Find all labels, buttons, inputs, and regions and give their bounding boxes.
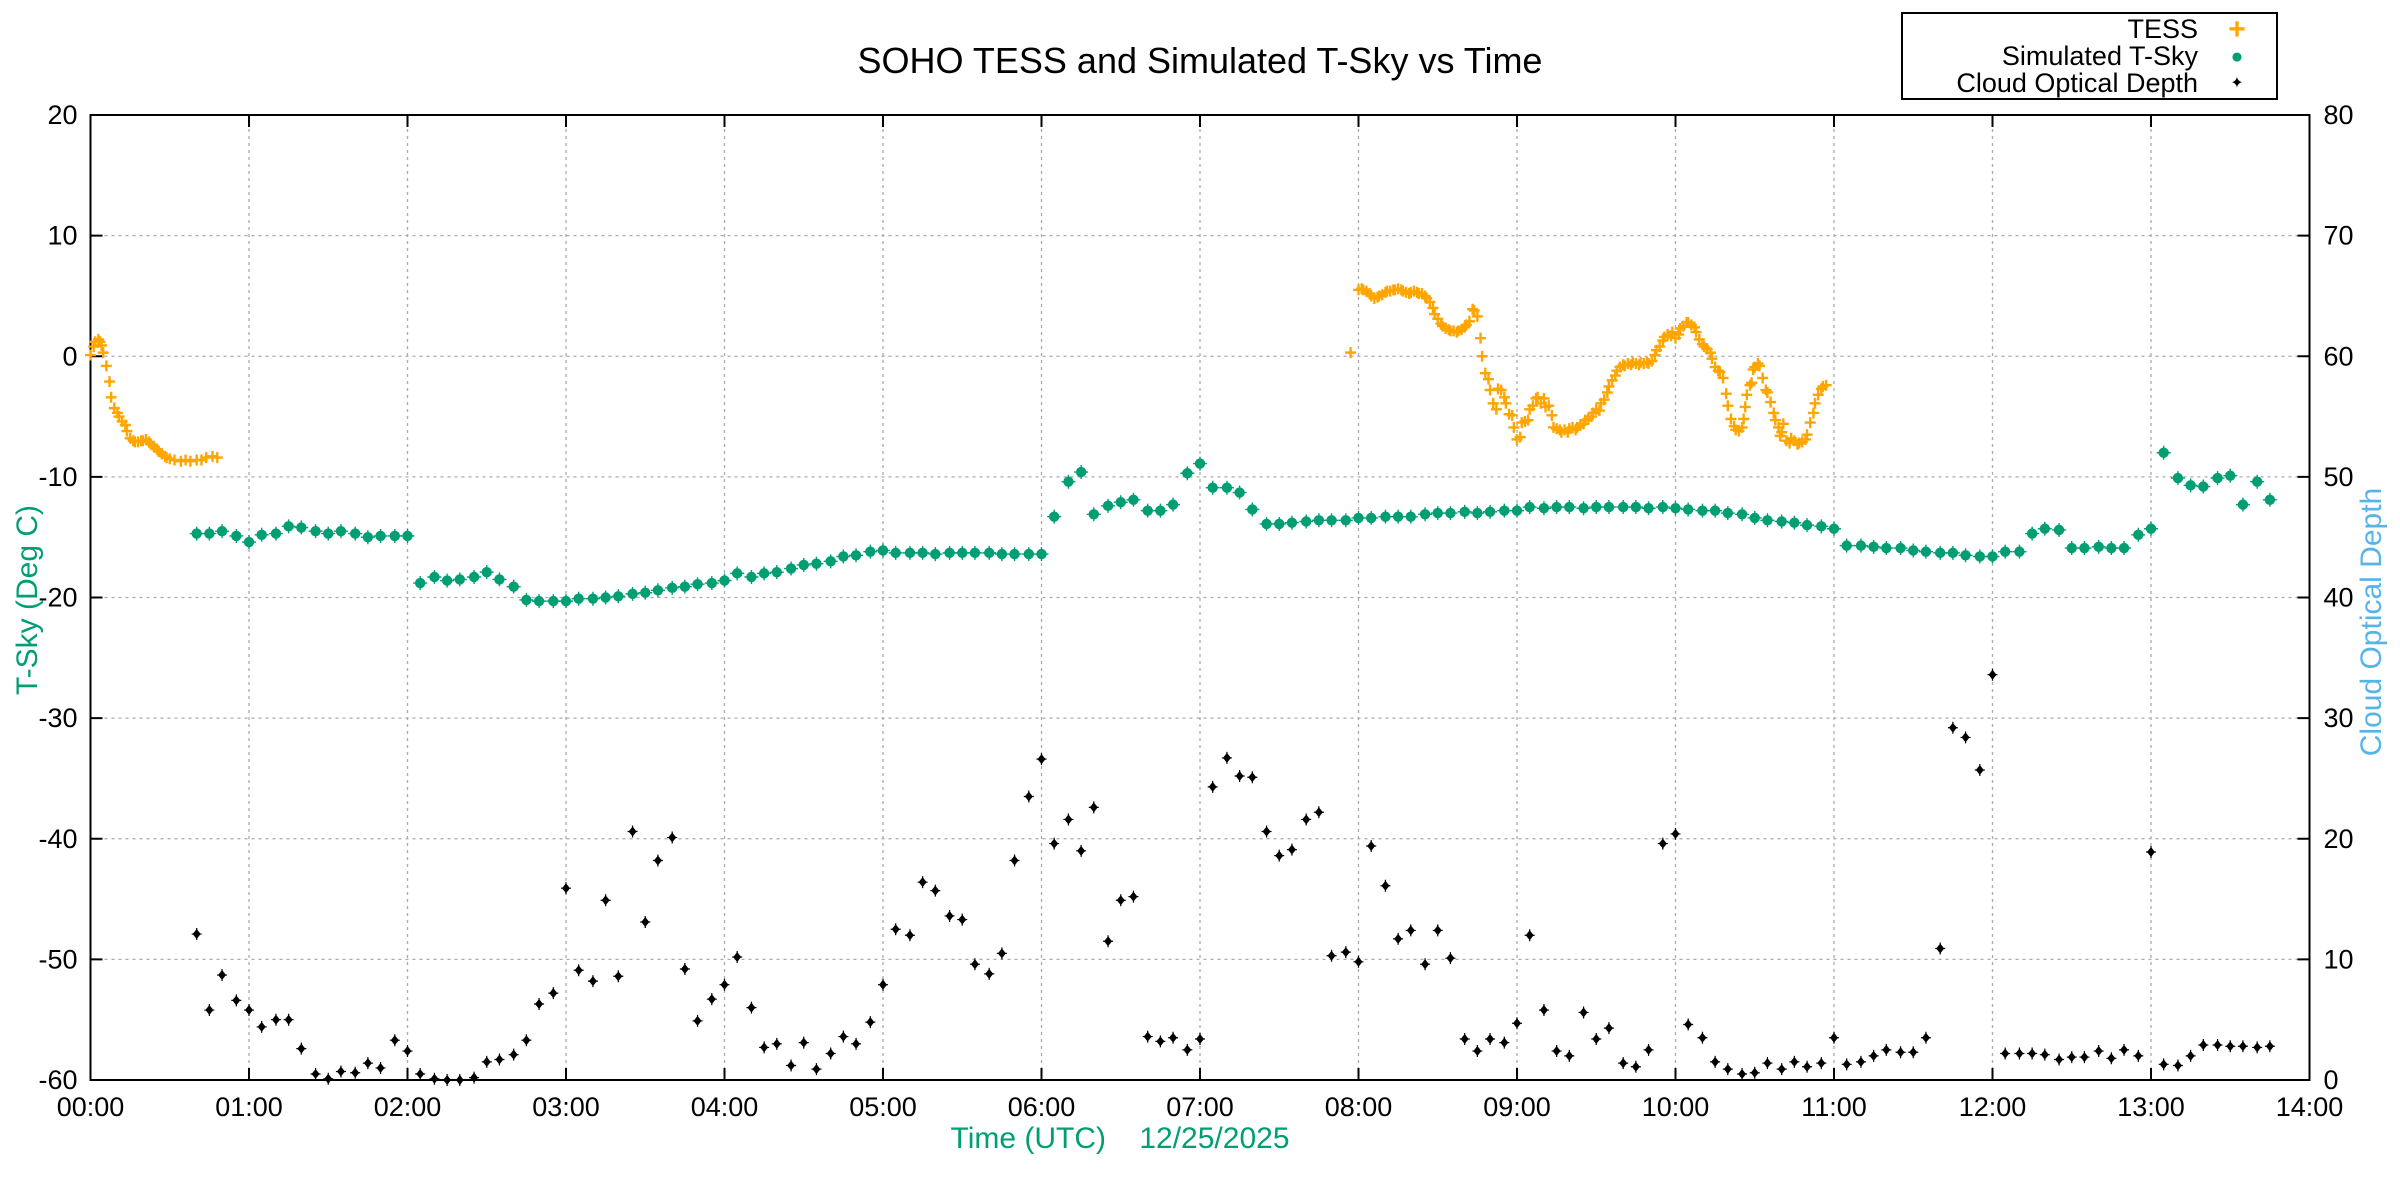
- svg-text:40: 40: [2324, 583, 2354, 613]
- svg-text:00:00: 00:00: [57, 1092, 125, 1122]
- series-tess: [85, 283, 1832, 467]
- svg-text:04:00: 04:00: [691, 1092, 759, 1122]
- svg-text:60: 60: [2324, 341, 2354, 371]
- chart-title: SOHO TESS and Simulated T-Sky vs Time: [857, 40, 1543, 81]
- svg-text:05:00: 05:00: [849, 1092, 917, 1122]
- series-cloud-optical-depth: [191, 668, 2275, 1086]
- svg-text:11:00: 11:00: [1801, 1092, 1867, 1122]
- svg-text:-30: -30: [38, 703, 77, 733]
- grid-lines: [90, 115, 2310, 1080]
- right-tick-labels: 80 70 60 50 40 30 20 10 0: [2324, 100, 2354, 1095]
- svg-text:07:00: 07:00: [1166, 1092, 1234, 1122]
- svg-text:06:00: 06:00: [1008, 1092, 1076, 1122]
- axis-ticks: [89, 114, 2311, 1081]
- svg-text:0: 0: [2324, 1065, 2339, 1095]
- svg-text:03:00: 03:00: [532, 1092, 600, 1122]
- svg-text:13:00: 13:00: [2117, 1092, 2185, 1122]
- legend-label-simulated-tsky: Simulated T-Sky: [2001, 41, 2198, 71]
- svg-text:09:00: 09:00: [1483, 1092, 1551, 1122]
- left-axis-title: T-Sky (Deg C): [11, 504, 44, 696]
- series-simulated-t-sky: [189, 445, 2277, 609]
- svg-text:08:00: 08:00: [1325, 1092, 1393, 1122]
- svg-text:10:00: 10:00: [1642, 1092, 1710, 1122]
- legend-box: TESS + Simulated T-Sky ● Cloud Optical D…: [1901, 12, 2278, 100]
- svg-text:30: 30: [2324, 703, 2354, 733]
- svg-text:12:00: 12:00: [1959, 1092, 2027, 1122]
- svg-text:80: 80: [2324, 100, 2354, 130]
- svg-text:-40: -40: [38, 824, 77, 854]
- svg-text:20: 20: [2324, 824, 2354, 854]
- tess-plus-marker-icon: +: [2228, 13, 2246, 46]
- svg-text:50: 50: [2324, 462, 2354, 492]
- svg-text:14:00: 14:00: [2276, 1092, 2344, 1122]
- svg-text:20: 20: [47, 100, 77, 130]
- legend-item-cloud-optical-depth: Cloud Optical Depth ✦: [1903, 68, 2276, 98]
- cloud-diamond-marker-icon: ✦: [2230, 75, 2244, 92]
- legend-item-tess: TESS +: [1903, 13, 2276, 46]
- legend-label-tess: TESS: [2127, 14, 2198, 44]
- legend-item-simulated-tsky: Simulated T-Sky ●: [1903, 41, 2276, 71]
- svg-text:01:00: 01:00: [215, 1092, 283, 1122]
- x-tick-labels: 00:00 01:00 02:00 03:00 04:00 05:00 06:00 07:00…: [57, 1092, 2344, 1122]
- right-axis-title: Cloud Optical Depth: [2355, 487, 2388, 757]
- svg-text:-10: -10: [38, 462, 77, 492]
- svg-text:-60: -60: [38, 1065, 77, 1095]
- svg-text:02:00: 02:00: [374, 1092, 442, 1122]
- svg-text:10: 10: [2324, 944, 2354, 974]
- legend-label-cloud-optical-depth: Cloud Optical Depth: [1956, 68, 2198, 98]
- svg-text:70: 70: [2324, 221, 2354, 251]
- tsky-dot-marker-icon: ●: [2230, 45, 2244, 68]
- svg-text:0: 0: [62, 341, 77, 371]
- left-tick-labels: 20 10 0 -10 -20 -30 -40 -50 -60: [38, 100, 77, 1095]
- svg-text:10: 10: [47, 221, 77, 251]
- svg-text:-20: -20: [38, 583, 77, 613]
- x-axis-title: Time (UTC) 12/25/2025: [950, 1122, 1290, 1155]
- svg-text:-50: -50: [38, 944, 77, 974]
